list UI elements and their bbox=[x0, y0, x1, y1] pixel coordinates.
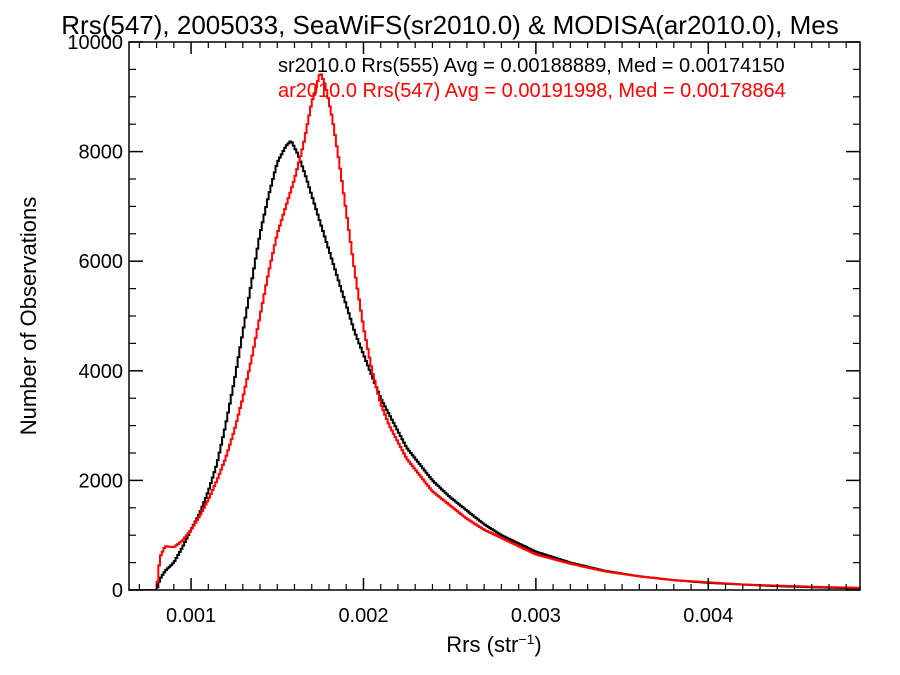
x-axis-title-main: Rrs (str bbox=[446, 632, 518, 657]
chart-title: Rrs(547), 2005033, SeaWiFS(sr2010.0) & M… bbox=[61, 10, 838, 40]
x-tick-label: 0.001 bbox=[166, 605, 216, 627]
y-tick-label: 2000 bbox=[79, 470, 124, 492]
y-axis-title: Number of Observations bbox=[16, 197, 41, 435]
y-tick-label: 6000 bbox=[79, 251, 124, 273]
y-tick-label: 0 bbox=[112, 580, 123, 602]
legend-entry-sr2010: sr2010.0 Rrs(555) Avg = 0.00188889, Med … bbox=[278, 55, 785, 77]
legend: sr2010.0 Rrs(555) Avg = 0.00188889, Med … bbox=[278, 55, 786, 102]
x-axis-title-suffix: ) bbox=[534, 632, 541, 657]
y-axis: 0 2000 4000 6000 8000 10000 bbox=[67, 32, 860, 602]
y-tick-label: 10000 bbox=[67, 32, 123, 54]
x-tick-label: 0.003 bbox=[511, 605, 561, 627]
series-line-ar2010 bbox=[129, 73, 860, 590]
x-axis-title: Rrs (str−1) bbox=[446, 631, 541, 657]
x-axis-title-superscript: −1 bbox=[518, 631, 534, 647]
x-tick-label: 0.002 bbox=[338, 605, 388, 627]
y-tick-label: 4000 bbox=[79, 361, 124, 383]
series-layer bbox=[129, 73, 860, 590]
x-axis: 0.001 0.002 0.003 0.004 bbox=[138, 42, 847, 627]
y-tick-label: 8000 bbox=[79, 142, 124, 164]
legend-entry-ar2010: ar2010.0 Rrs(547) Avg = 0.00191998, Med … bbox=[278, 80, 786, 102]
x-tick-label: 0.004 bbox=[683, 605, 733, 627]
